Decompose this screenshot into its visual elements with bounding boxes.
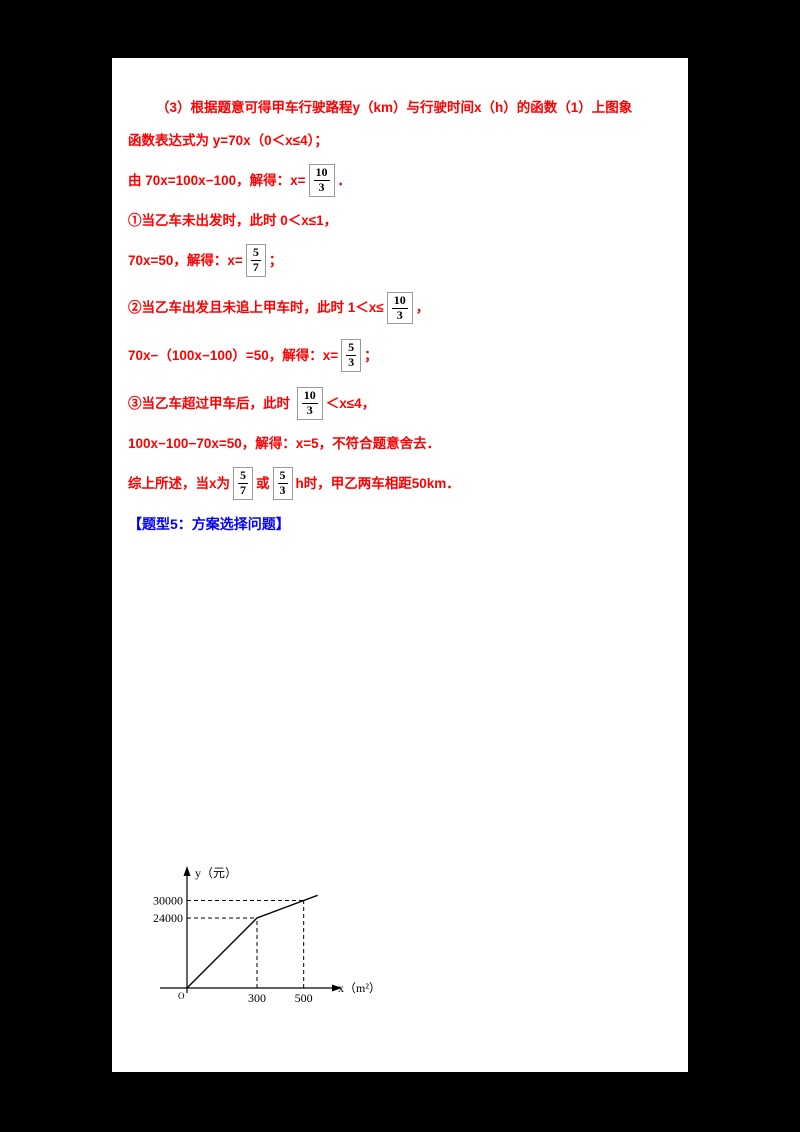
solution-text: ； — [268, 252, 283, 268]
y-axis-arrow-icon — [183, 865, 191, 876]
solution-block: （3）根据题意可得甲车行驶路程y（km）与行驶时间x（h）的函数（1）上图象函数… — [128, 98, 674, 501]
solution-text: （3）根据题意可得甲车行驶路程y（km）与行驶时间x（h）的函数（1）上图象 — [156, 100, 633, 115]
blank-area — [128, 534, 674, 860]
solution-line: 100x−100−70x=50，解得：x=5，不符合题意舍去． — [128, 434, 674, 454]
solution-text: ； — [364, 347, 378, 363]
solution-text: ＜x≤4， — [325, 395, 376, 411]
x-tick-label: 500 — [295, 991, 313, 1005]
solution-line: 综上所述，当x为 5 7 或 5 3 h时，甲乙两车相距50km． — [128, 466, 674, 501]
solution-text: 100x−100−70x=50，解得：x=5，不符合题意舍去． — [128, 435, 441, 451]
solution-text: 函数表达式为 y=70x（0＜x≤4）； — [128, 132, 328, 148]
solution-line: ①当乙车未出发时，此时 0＜x≤1， — [128, 211, 674, 231]
data-series-line — [186, 894, 318, 989]
solution-text: 或 — [256, 475, 270, 491]
solution-line: （3）根据题意可得甲车行驶路程y（km）与行驶时间x（h）的函数（1）上图象 — [128, 98, 674, 118]
solution-text: ， — [415, 300, 430, 316]
solution-text: 70x=50，解得：x= — [128, 252, 243, 268]
solution-text: h时，甲乙两车相距50km． — [295, 475, 460, 491]
origin-label: O — [178, 991, 185, 1001]
y-axis-label: y（元） — [195, 866, 237, 880]
solution-text: 由 70x=100x−100，解得：x= — [128, 172, 306, 188]
solution-text: ①当乙车未出发时，此时 0＜x≤1， — [128, 212, 338, 228]
section-header: 【题型5：方案选择问题】 — [128, 515, 290, 532]
function-graph: y（元） x（m²） 24000 30000 300 500 O — [132, 860, 674, 1025]
solution-text: 70x−（100x−100）=50，解得：x= — [128, 347, 339, 363]
page-content: （3）根据题意可得甲车行驶路程y（km）与行驶时间x（h）的函数（1）上图象函数… — [112, 58, 688, 1025]
x-axis-label: x（m²） — [338, 981, 381, 995]
x-tick-label: 300 — [248, 991, 266, 1005]
solution-line: ②当乙车出发且未追上甲车时，此时 1＜x≤ 10 3， — [128, 291, 674, 326]
fraction: 10 3 — [308, 164, 335, 197]
solution-line: 由 70x=100x−100，解得：x= 10 3 ． — [128, 163, 674, 198]
x-axis-arrow-icon — [332, 984, 342, 992]
solution-line: 70x=50，解得：x= 5 7； — [128, 243, 674, 278]
solution-line: 函数表达式为 y=70x（0＜x≤4）； — [128, 131, 674, 151]
solution-line: 70x−（100x−100）=50，解得：x= 5 3； — [128, 338, 674, 373]
solution-text: ③当乙车超过甲车后，此时 — [128, 395, 294, 411]
y-tick-label: 30000 — [153, 893, 183, 907]
solution-line: ③当乙车超过甲车后，此时 10 3 ＜x≤4， — [128, 386, 674, 421]
solution-text: 综上所述，当x为 — [128, 475, 231, 491]
fraction: 10 3 — [386, 291, 413, 325]
line-chart: y（元） x（m²） 24000 30000 300 500 O — [153, 865, 381, 1005]
fraction: 10 3 — [296, 387, 323, 420]
document-page: （3）根据题意可得甲车行驶路程y（km）与行驶时间x（h）的函数（1）上图象函数… — [112, 58, 688, 1072]
solution-text: ． — [337, 172, 352, 188]
solution-text: ②当乙车出发且未追上甲车时，此时 1＜x≤ — [128, 300, 384, 316]
y-tick-label: 24000 — [153, 911, 183, 925]
